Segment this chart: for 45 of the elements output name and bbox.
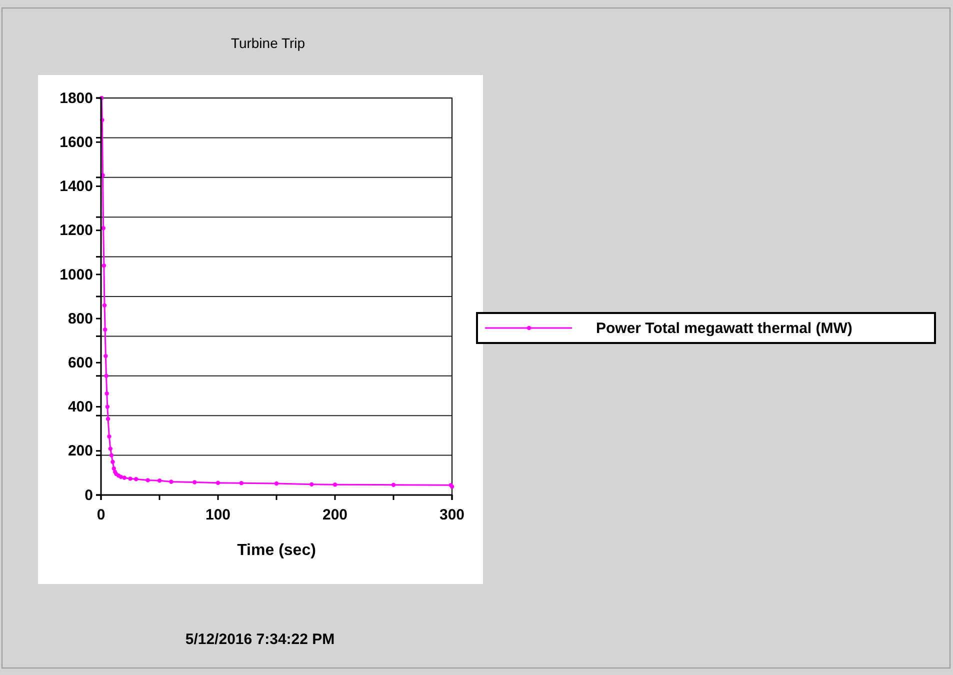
y-tick-label: 400: [68, 398, 93, 416]
point: [134, 477, 138, 482]
point: [146, 478, 150, 482]
point: [102, 303, 107, 308]
y-tick-label: 600: [68, 354, 93, 372]
point: [102, 264, 106, 268]
y-tick-label: 1800: [60, 90, 93, 107]
text: 5/12/2016 7:34:22 PM: [185, 631, 335, 648]
point: [104, 391, 109, 396]
x-tick-label: 0: [96, 506, 106, 524]
x-tick-label: 200: [322, 506, 348, 524]
point: [274, 481, 279, 486]
point: [122, 476, 127, 480]
point: [391, 482, 396, 487]
point: [192, 480, 197, 484]
x-tick-label: 300: [439, 506, 465, 524]
point: [239, 480, 244, 486]
point: [105, 404, 110, 409]
text: Power Total megawatt thermal (MW): [596, 320, 852, 337]
point: [112, 466, 116, 471]
point: [108, 446, 112, 451]
x-axis-title: Time (sec): [237, 542, 316, 559]
y-tick-label: 1400: [60, 178, 93, 196]
point: [109, 453, 114, 458]
point: [102, 327, 108, 332]
point: [107, 434, 112, 439]
chart-title: Turbine Trip: [230, 35, 306, 51]
point: [128, 476, 132, 481]
y-tick-label: 0: [84, 486, 93, 504]
y-tick-label: 1600: [60, 134, 93, 151]
point: [118, 474, 123, 480]
point: [106, 416, 110, 422]
y-tick-label: 200: [68, 442, 93, 460]
point: [157, 478, 162, 483]
x-tick-label: 100: [205, 506, 231, 524]
y-tick-label: 1000: [60, 266, 93, 284]
point: [104, 354, 108, 358]
point: [309, 482, 314, 487]
point: [169, 480, 174, 484]
y-tick-label: 1200: [60, 222, 93, 240]
y-tick-label: 800: [68, 310, 93, 328]
point: [110, 460, 115, 464]
point: [216, 480, 220, 485]
point: [104, 374, 108, 378]
point: [332, 482, 338, 487]
